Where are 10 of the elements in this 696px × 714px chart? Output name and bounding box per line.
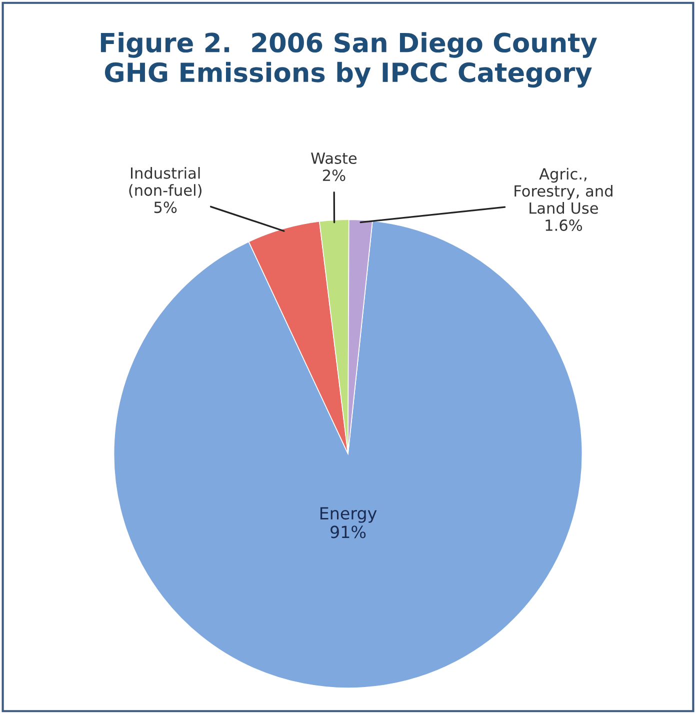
slice-label: Agric., Forestry, and Land Use xyxy=(514,168,612,214)
slice-label: Waste xyxy=(311,152,357,164)
data-label: 1.6% xyxy=(546,219,582,231)
pie-slice xyxy=(113,220,583,688)
data-label: 2% xyxy=(322,170,346,182)
data-label: 5% xyxy=(154,202,177,214)
data-label: 91% xyxy=(330,526,366,538)
chart-title: Figure 2. 2006 San Diego County GHG Emissions by IPCC Category xyxy=(100,32,598,88)
slice-label: Energy xyxy=(320,507,377,523)
slice-label: Industrial (non-fuel) xyxy=(129,167,202,198)
